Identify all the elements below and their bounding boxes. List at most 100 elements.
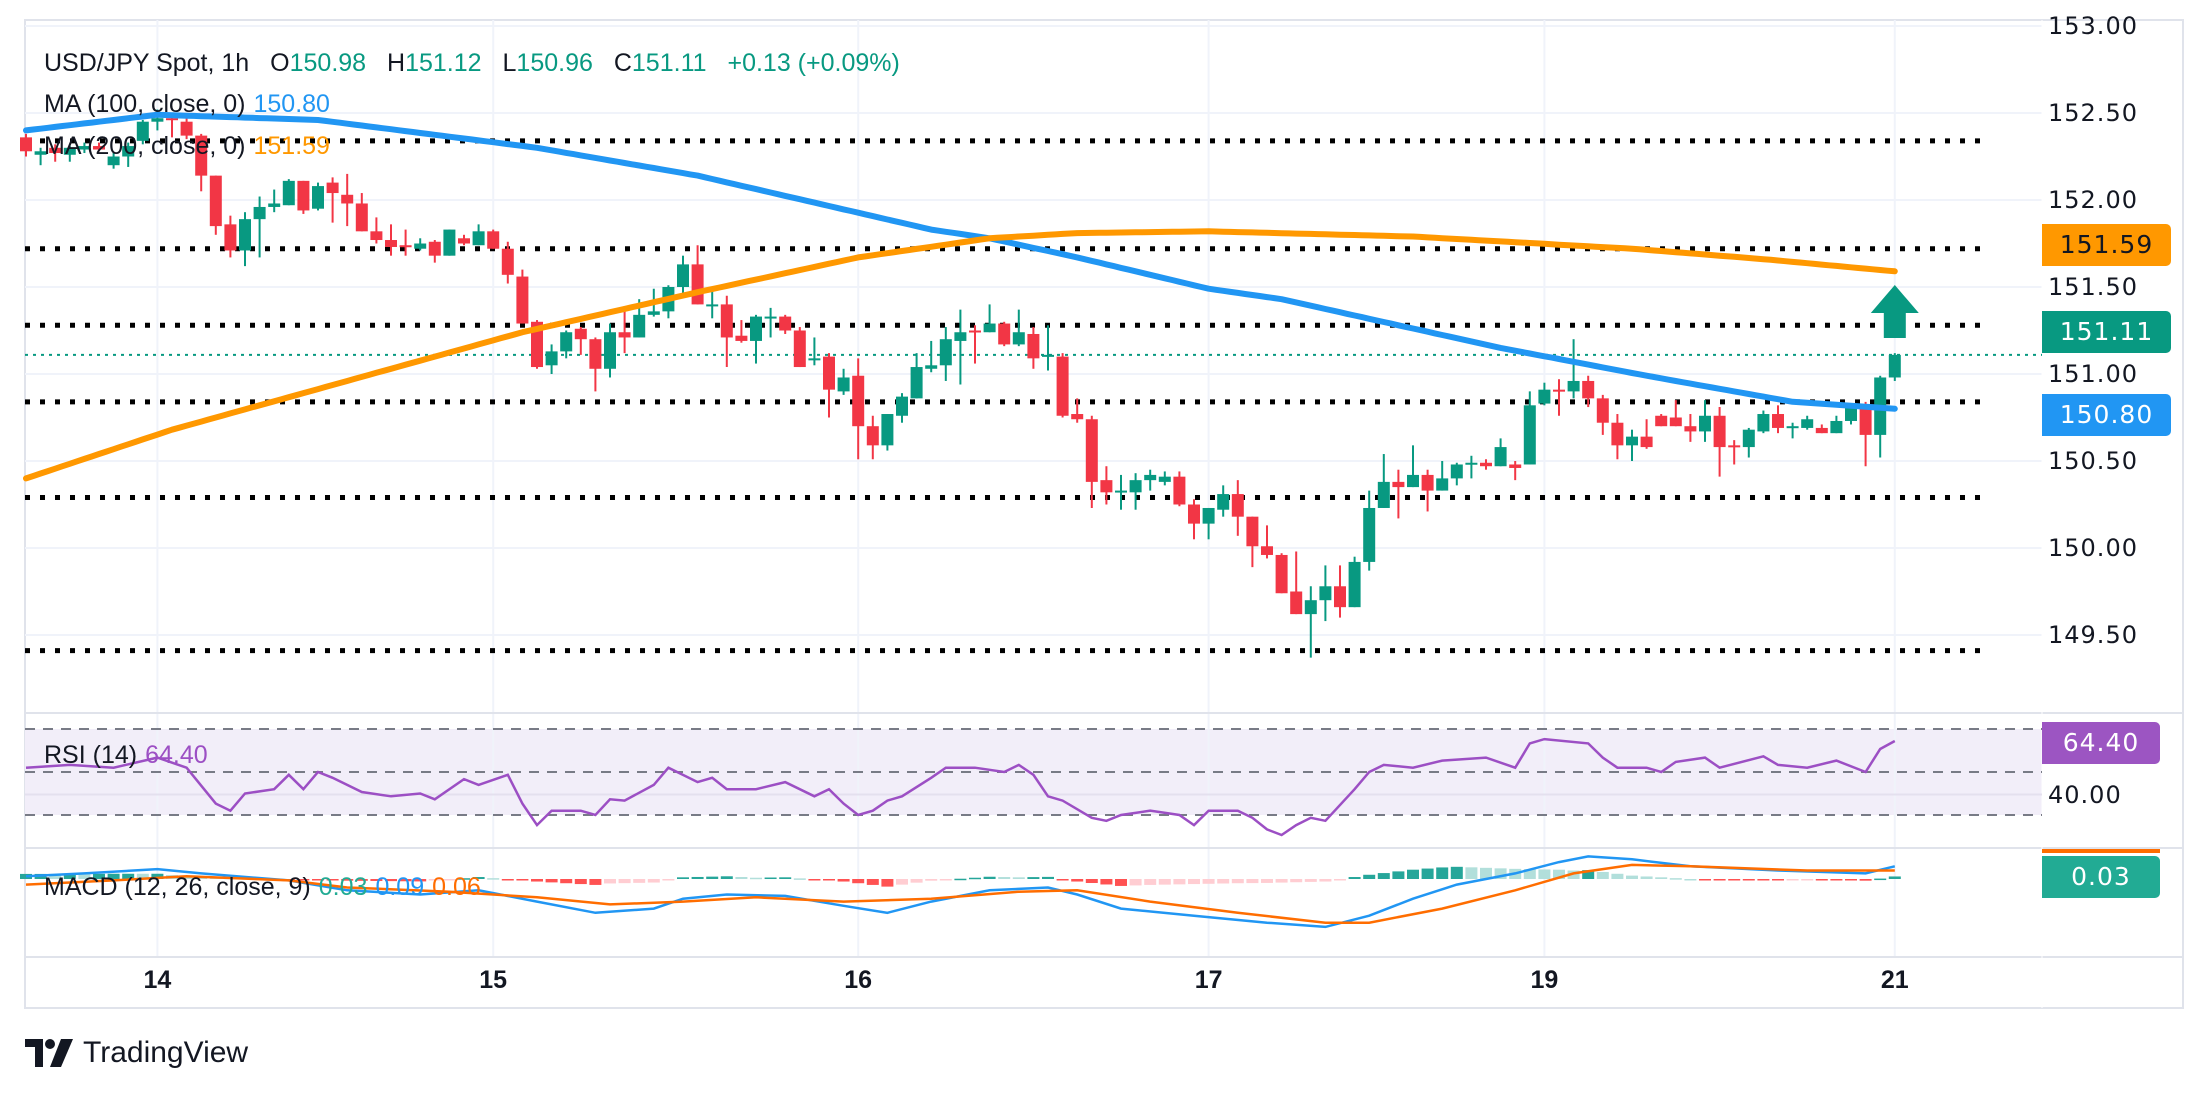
macd-signal-line[interactable] <box>25 863 1895 924</box>
candle-up[interactable] <box>604 332 616 369</box>
candle-up[interactable] <box>1786 426 1799 429</box>
candle-up[interactable] <box>1450 464 1463 479</box>
candle-up[interactable] <box>414 243 427 249</box>
candle-down[interactable] <box>166 118 178 121</box>
candle-up[interactable] <box>1012 332 1025 345</box>
candle-down[interactable] <box>458 238 470 244</box>
candle-down[interactable] <box>1100 480 1113 493</box>
rsi-line[interactable] <box>25 737 1896 837</box>
candle-up[interactable] <box>1888 354 1901 378</box>
candle-up[interactable] <box>312 186 324 209</box>
candle-down[interactable] <box>1085 419 1098 482</box>
candle-down[interactable] <box>516 276 529 324</box>
candle-up[interactable] <box>837 377 850 392</box>
candle-down[interactable] <box>1173 476 1186 505</box>
candle-up[interactable] <box>808 358 821 361</box>
candle-up[interactable] <box>647 311 660 315</box>
candle-up[interactable] <box>443 229 456 256</box>
candle-down[interactable] <box>1480 462 1492 467</box>
candle-down[interactable] <box>385 240 397 247</box>
candle-down[interactable] <box>1815 427 1828 434</box>
candle-up[interactable] <box>1363 507 1376 562</box>
candle-down[interactable] <box>779 316 792 331</box>
candle-up[interactable] <box>1626 436 1638 446</box>
candle-up[interactable] <box>151 118 164 122</box>
candle-down[interactable] <box>793 330 806 368</box>
candle-down[interactable] <box>297 180 310 211</box>
candle-down[interactable] <box>1596 398 1609 423</box>
candle-up[interactable] <box>1494 447 1507 467</box>
ma200-line[interactable] <box>23 228 1898 482</box>
candle-down[interactable] <box>1261 546 1273 555</box>
candle-up[interactable] <box>1304 600 1317 615</box>
candle-up[interactable] <box>750 316 762 341</box>
candle-up[interactable] <box>560 332 573 352</box>
candle-down[interactable] <box>326 182 339 194</box>
candle-up[interactable] <box>78 146 91 150</box>
candle-down[interactable] <box>618 332 631 338</box>
candle-down[interactable] <box>1290 591 1303 615</box>
candle-up[interactable] <box>239 219 251 251</box>
candle-down[interactable] <box>574 328 587 340</box>
candle-up[interactable] <box>1465 462 1478 465</box>
candle-down[interactable] <box>224 224 237 251</box>
candle-up[interactable] <box>1742 429 1755 448</box>
candle-down[interactable] <box>1421 474 1434 491</box>
candle-down[interactable] <box>1392 481 1405 488</box>
candle-down[interactable] <box>1669 417 1682 427</box>
candle-down[interactable] <box>1275 554 1288 594</box>
candle-down[interactable] <box>355 203 368 232</box>
candle-up[interactable] <box>939 339 952 366</box>
candle-up[interactable] <box>1319 586 1332 601</box>
candle-up[interactable] <box>881 414 894 446</box>
macd-legend[interactable]: MACD (12, 26, close, 9) 0.03 0.09 0.06 <box>44 872 481 902</box>
candle-up[interactable] <box>1144 474 1157 481</box>
candle-up[interactable] <box>1699 415 1711 432</box>
candle-up[interactable] <box>1567 380 1580 392</box>
candle-down[interactable] <box>998 323 1011 345</box>
candle-up[interactable] <box>1830 420 1843 434</box>
candle-down[interactable] <box>1231 494 1244 517</box>
candle-down[interactable] <box>866 426 879 446</box>
candle-up[interactable] <box>136 121 149 141</box>
candle-down[interactable] <box>49 147 62 154</box>
candle-up[interactable] <box>954 332 967 341</box>
candle-down[interactable] <box>589 339 602 369</box>
candle-down[interactable] <box>1246 516 1259 547</box>
candle-down[interactable] <box>20 137 32 152</box>
candle-up[interactable] <box>925 365 938 369</box>
candle-down[interactable] <box>1640 436 1653 448</box>
candle-up[interactable] <box>1757 414 1770 432</box>
up-arrow-icon[interactable] <box>1870 285 1919 338</box>
candle-up[interactable] <box>107 156 120 166</box>
rsi-legend[interactable]: RSI (14) 64.40 <box>44 740 208 770</box>
candle-up[interactable] <box>1801 419 1814 428</box>
candle-up[interactable] <box>1845 405 1857 421</box>
candle-up[interactable] <box>34 151 47 155</box>
candle-down[interactable] <box>209 175 222 227</box>
candle-up[interactable] <box>1129 480 1142 493</box>
candle-up[interactable] <box>706 304 719 307</box>
candle-up[interactable] <box>1115 490 1127 493</box>
candle-down[interactable] <box>691 264 704 305</box>
candle-up[interactable] <box>268 203 281 207</box>
candle-down[interactable] <box>969 330 981 333</box>
candle-up[interactable] <box>472 231 485 246</box>
ma100-line[interactable] <box>23 111 1898 412</box>
candle-down[interactable] <box>720 304 733 338</box>
candle-up[interactable] <box>1217 494 1230 510</box>
candle-down[interactable] <box>1027 333 1040 359</box>
candle-down[interactable] <box>1655 415 1668 427</box>
candle-down[interactable] <box>1611 422 1624 446</box>
candle-up[interactable] <box>1377 481 1390 508</box>
candle-up[interactable] <box>910 367 923 399</box>
candle-down[interactable] <box>370 231 383 241</box>
candle-up[interactable] <box>633 314 646 338</box>
candle-down[interactable] <box>1334 586 1346 608</box>
candle-down[interactable] <box>1713 415 1726 448</box>
candle-up[interactable] <box>1202 507 1215 524</box>
candle-down[interactable] <box>1684 426 1697 432</box>
candle-up[interactable] <box>677 264 689 287</box>
candle-down[interactable] <box>1509 464 1522 468</box>
